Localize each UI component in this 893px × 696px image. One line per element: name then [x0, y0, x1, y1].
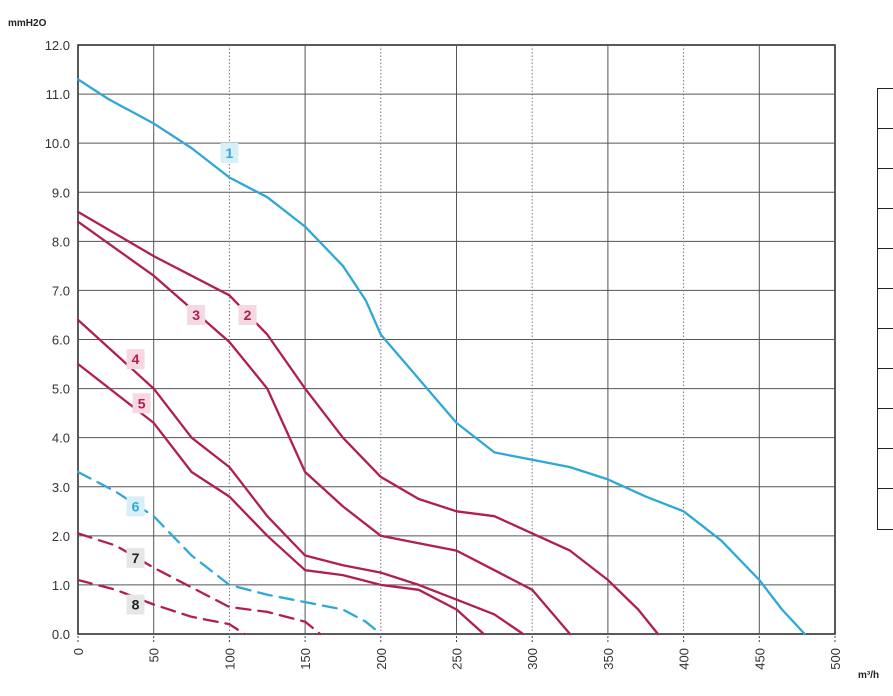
- x-tick-label: 450: [752, 648, 767, 670]
- y-tick-label: 0.0: [52, 627, 70, 642]
- y-axis-ticks: 0.0 1.0 2.0 3.0 4.0 5.0 6.0 7.0 8.0 9.0 10.0 11.0 12…: [45, 38, 70, 642]
- x-tick-label: 0: [71, 648, 86, 655]
- curve-label-8: 8: [132, 597, 140, 613]
- legend-row: [878, 169, 893, 209]
- curve-label-1: 1: [226, 145, 234, 161]
- curve-label-bg: [220, 142, 239, 163]
- x-tick-label: 500: [828, 648, 843, 670]
- curve-8: [76, 578, 246, 636]
- curve-label-bg: [238, 304, 257, 325]
- y-axis-label: mmH2O: [8, 18, 47, 29]
- legend-row: [878, 129, 893, 169]
- curve-5: [76, 362, 485, 636]
- legend-row: [878, 329, 893, 369]
- x-tick-label: 150: [298, 648, 313, 670]
- curve-label-7: 7: [132, 550, 140, 566]
- legend-row: [878, 89, 893, 129]
- y-tick-label: 9.0: [52, 185, 70, 200]
- curve-4: [76, 318, 525, 636]
- curve-label-6: 6: [132, 498, 140, 514]
- y-tick-label: 10.0: [45, 136, 70, 151]
- curve-label-4: 4: [132, 351, 140, 367]
- y-tick-label: 1.0: [52, 578, 70, 593]
- legend-table: [877, 88, 893, 530]
- curve-labels: 1 2 3 4 5 6 7 8: [126, 142, 257, 615]
- legend-row: [878, 409, 893, 449]
- curve-3: [76, 220, 572, 636]
- x-tick-label: 50: [147, 648, 162, 662]
- y-tick-label: 2.0: [52, 529, 70, 544]
- grid-lines: [78, 45, 835, 634]
- x-tick-label: 100: [222, 648, 237, 670]
- legend-row: [878, 369, 893, 409]
- curve-1: [76, 78, 806, 636]
- legend-row: [878, 209, 893, 249]
- curve-label-bg: [126, 547, 145, 568]
- curve-label-bg: [126, 594, 145, 615]
- y-tick-label: 6.0: [52, 333, 70, 348]
- x-tick-label: 200: [374, 648, 389, 670]
- curve-label-bg: [126, 496, 145, 517]
- x-tick-label: 350: [601, 648, 616, 670]
- x-tick-label: 400: [677, 648, 692, 670]
- y-tick-label: 5.0: [52, 382, 70, 397]
- y-tick-label: 3.0: [52, 480, 70, 495]
- x-axis-label: m³/h: [858, 670, 879, 681]
- y-tick-label: 4.0: [52, 431, 70, 446]
- curve-label-3: 3: [192, 307, 200, 323]
- curve-label-bg: [126, 349, 145, 370]
- y-tick-label: 11.0: [46, 87, 70, 102]
- y-tick-label: 7.0: [52, 283, 70, 298]
- curve-label-5: 5: [138, 395, 146, 411]
- curve-label-bg: [187, 304, 206, 325]
- y-tick-label: 12.0: [45, 38, 70, 53]
- legend-row: [878, 289, 893, 329]
- legend-row: [878, 249, 893, 289]
- legend-row: [878, 449, 893, 489]
- y-tick-label: 8.0: [52, 234, 70, 249]
- curve-label-2: 2: [244, 307, 252, 323]
- curve-7: [76, 532, 322, 636]
- x-tick-label: 250: [450, 648, 465, 670]
- x-tick-label: 300: [525, 648, 540, 670]
- curve-label-bg: [132, 393, 151, 414]
- x-axis-ticks: 0 50 100 150 200 250 300 350 400 450 500: [71, 636, 843, 670]
